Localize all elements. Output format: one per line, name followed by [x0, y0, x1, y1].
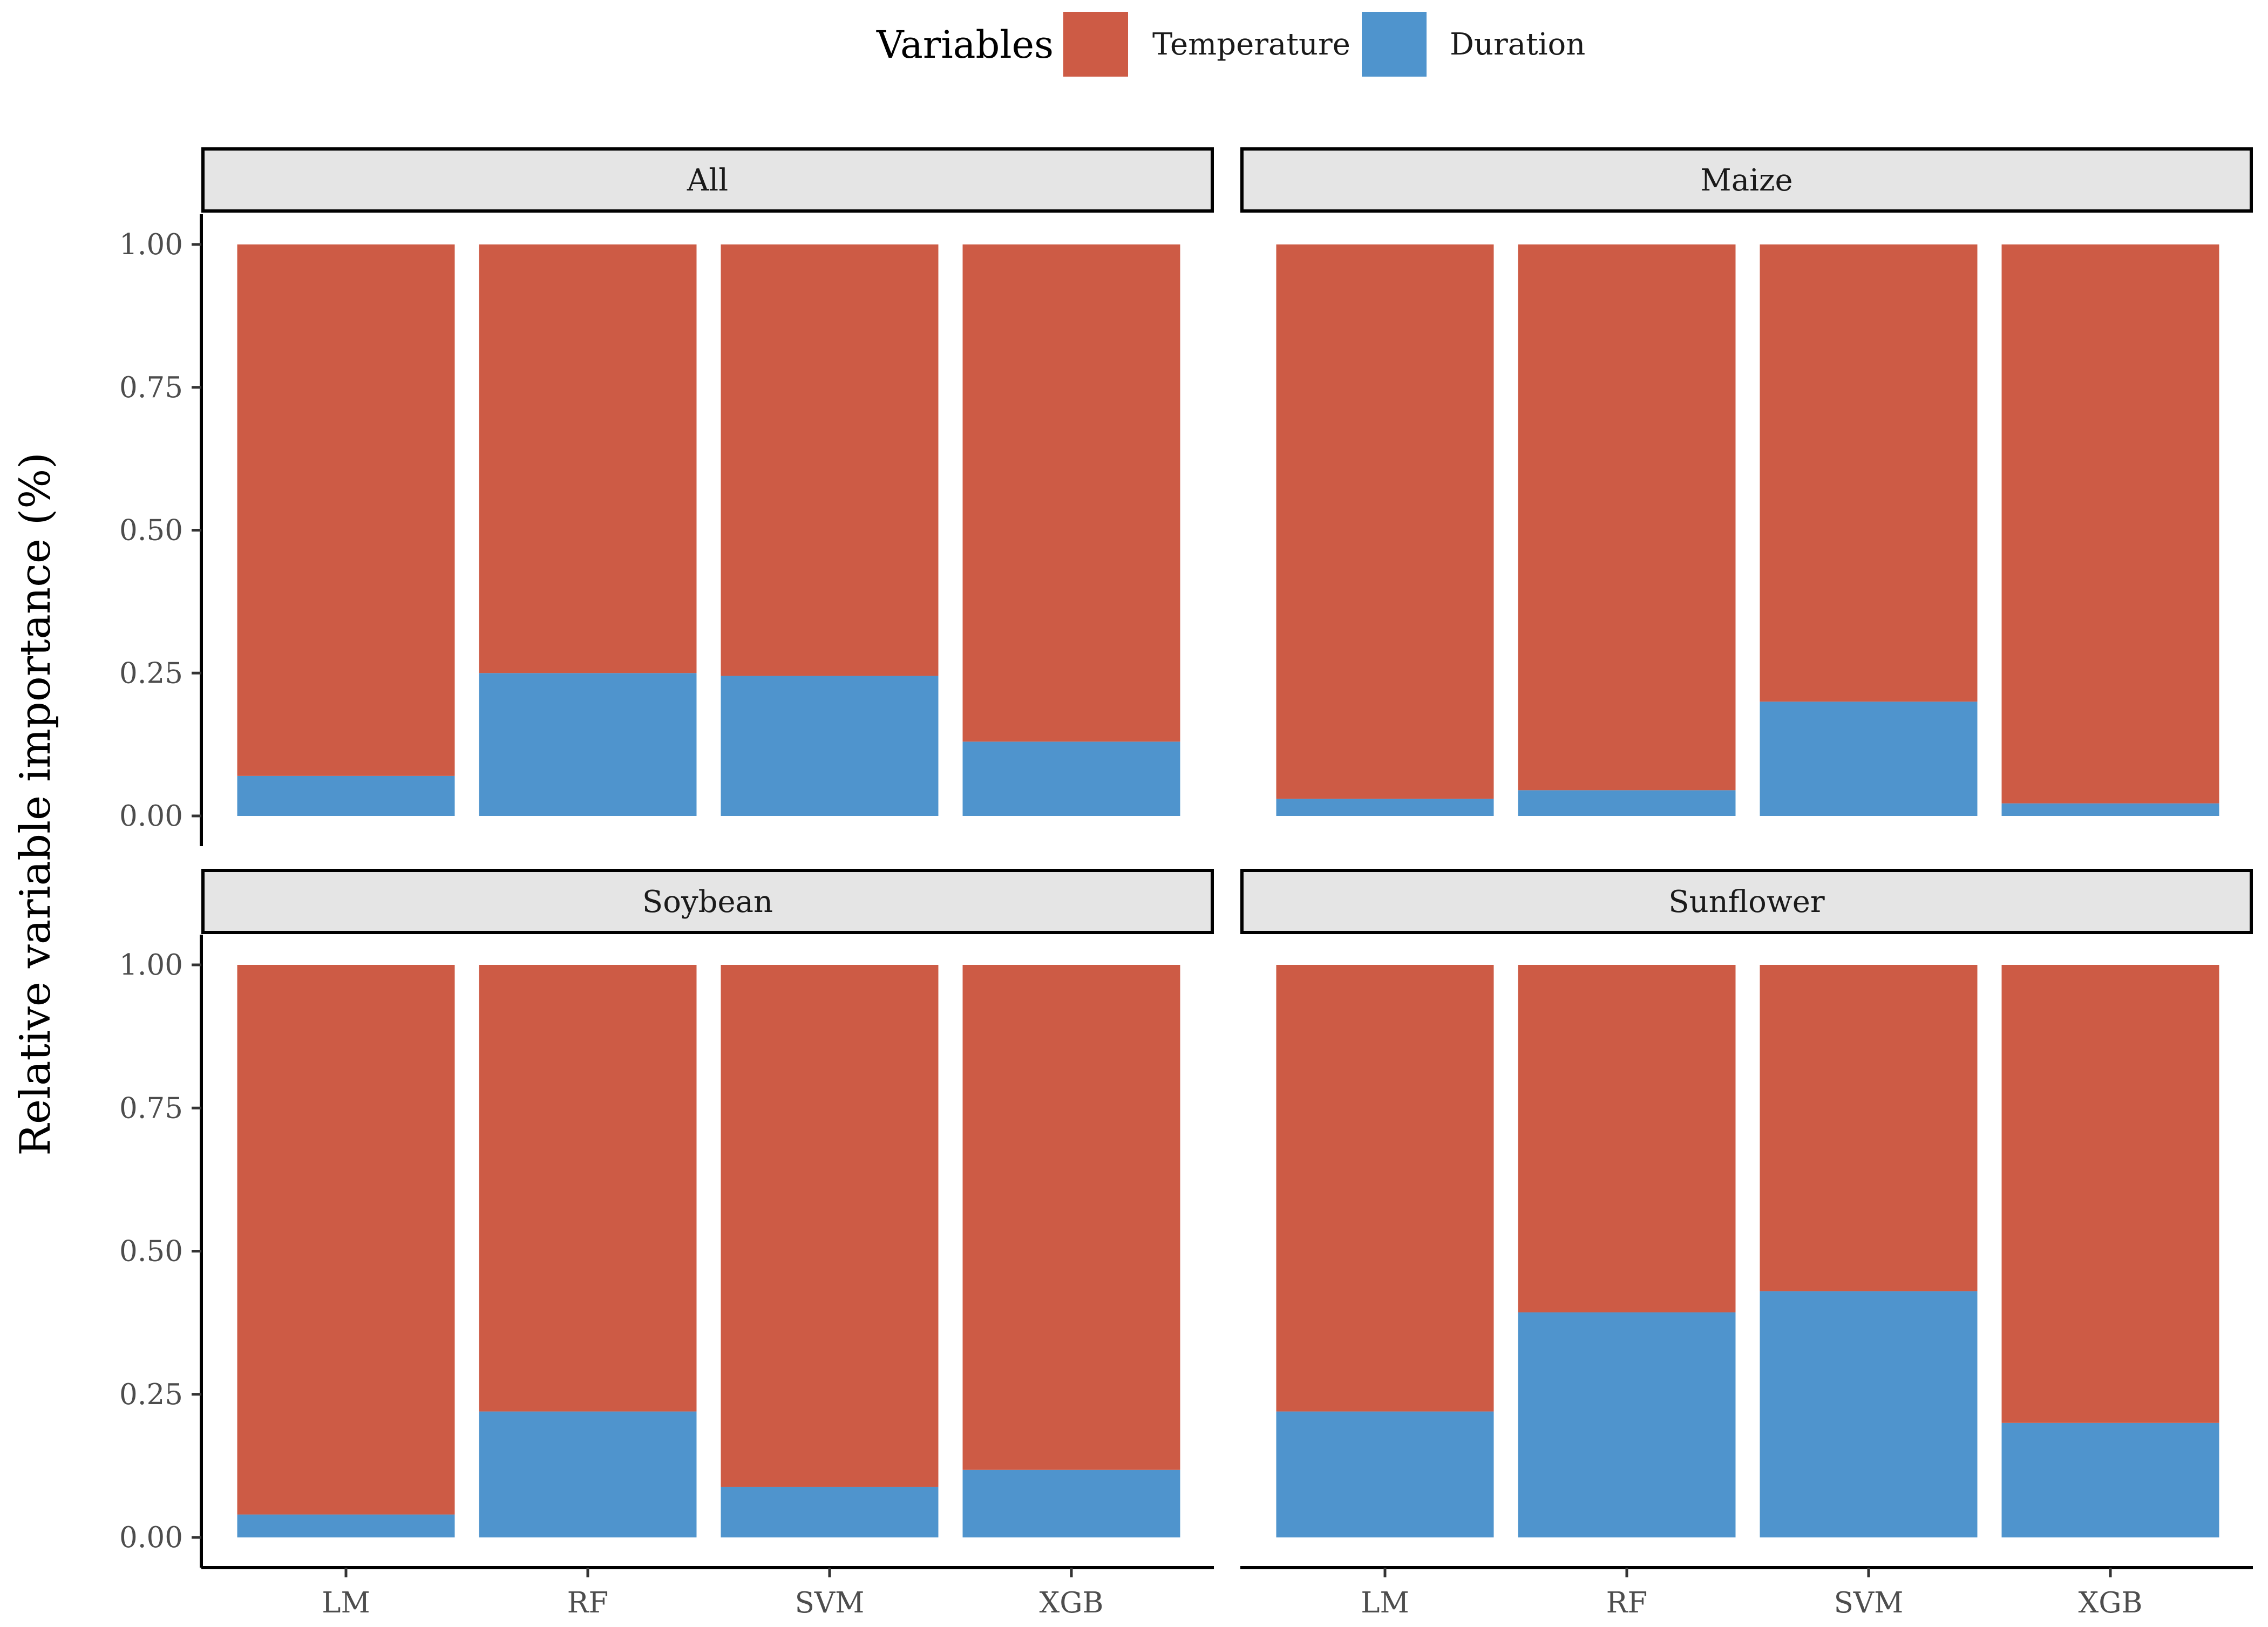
bar-all-svm-duration [721, 676, 939, 816]
bar-maize-rf-duration [1518, 790, 1736, 816]
strip-all [201, 147, 1214, 213]
y-tick-label-all-0.50: 0.50 [119, 514, 183, 547]
y-tick-label-soybean-0.00: 0.00 [119, 1521, 183, 1554]
bar-soybean-lm-temperature [237, 965, 455, 1515]
strip-label-all: All [687, 163, 728, 198]
bar-sunflower-lm-duration [1276, 1411, 1494, 1537]
bar-soybean-xgb-temperature [962, 965, 1180, 1470]
bar-all-svm-temperature [721, 244, 939, 676]
strip-label-soybean: Soybean [642, 884, 773, 920]
y-tick-label-all-1.00: 1.00 [119, 228, 183, 261]
bar-sunflower-rf-duration [1518, 1312, 1736, 1537]
legend-key-duration [1362, 12, 1427, 77]
bar-soybean-xgb-duration [962, 1469, 1180, 1537]
bar-maize-lm-duration [1276, 799, 1494, 816]
y-tick-label-soybean-0.25: 0.25 [119, 1378, 183, 1411]
x-tick-label-sunflower-rf: RF [1606, 1587, 1648, 1619]
y-tick-label-all-0.25: 0.25 [119, 657, 183, 690]
bar-sunflower-svm-temperature [1760, 965, 1978, 1291]
bar-sunflower-svm-duration [1760, 1291, 1978, 1537]
y-tick-label-soybean-0.50: 0.50 [119, 1235, 183, 1268]
y-tick-label-all-0.00: 0.00 [119, 800, 183, 833]
x-tick-label-soybean-xgb: XGB [1039, 1587, 1103, 1619]
x-tick-label-soybean-svm: SVM [795, 1587, 865, 1619]
bar-soybean-rf-temperature [479, 965, 697, 1412]
y-tick-label-soybean-1.00: 1.00 [119, 949, 183, 982]
strip-label-sunflower: Sunflower [1668, 884, 1825, 920]
bar-maize-rf-temperature [1518, 244, 1736, 791]
bar-maize-xgb-temperature [2001, 244, 2219, 804]
bar-soybean-svm-duration [721, 1487, 939, 1537]
bar-soybean-rf-duration [479, 1411, 697, 1537]
x-tick-label-soybean-rf: RF [567, 1587, 609, 1619]
bar-all-lm-duration [237, 775, 455, 816]
strip-soybean [201, 869, 1214, 934]
bar-all-lm-temperature [237, 244, 455, 776]
bar-maize-lm-temperature [1276, 244, 1494, 799]
legend-key-temperature [1063, 12, 1128, 77]
y-axis-title: Relative variable importance (%) [11, 452, 60, 1156]
bar-all-xgb-duration [962, 741, 1180, 816]
bar-sunflower-rf-temperature [1518, 965, 1736, 1313]
legend-title: Variables [876, 23, 1054, 67]
strip-sunflower [1240, 869, 2253, 934]
legend-label-temperature: Temperature [1152, 27, 1350, 62]
bar-sunflower-lm-temperature [1276, 965, 1494, 1412]
bar-maize-svm-duration [1760, 702, 1978, 816]
strip-label-maize: Maize [1700, 163, 1792, 198]
bar-all-rf-temperature [479, 244, 697, 673]
bar-maize-xgb-duration [2001, 803, 2219, 816]
bar-soybean-lm-duration [237, 1514, 455, 1537]
bar-soybean-svm-temperature [721, 965, 939, 1487]
strip-maize [1240, 147, 2253, 213]
x-tick-label-sunflower-lm: LM [1361, 1587, 1409, 1619]
y-tick-label-all-0.75: 0.75 [119, 371, 183, 404]
bar-sunflower-xgb-duration [2001, 1422, 2219, 1537]
bar-all-rf-duration [479, 673, 697, 816]
x-tick-label-sunflower-svm: SVM [1834, 1587, 1904, 1619]
bar-maize-svm-temperature [1760, 244, 1978, 702]
bar-sunflower-xgb-temperature [2001, 965, 2219, 1423]
x-tick-label-soybean-lm: LM [322, 1587, 370, 1619]
legend-label-duration: Duration [1450, 27, 1585, 62]
y-tick-label-soybean-0.75: 0.75 [119, 1092, 183, 1125]
x-tick-label-sunflower-xgb: XGB [2078, 1587, 2142, 1619]
bar-all-xgb-temperature [962, 244, 1180, 742]
